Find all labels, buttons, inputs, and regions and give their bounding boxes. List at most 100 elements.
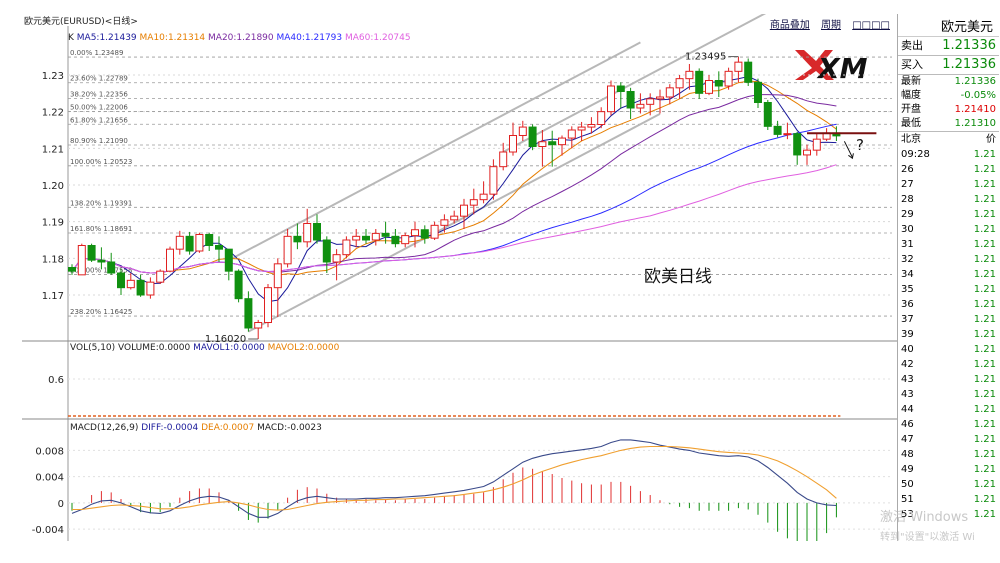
tick-time: 32 [901,254,914,265]
macd-legend-item: DEA:0.0007 [201,423,257,433]
candle-body [117,272,125,289]
tick-time: 49 [901,464,914,475]
tick-row: 43 1.21 [898,372,999,387]
candle-body [107,261,116,274]
candle-body [489,166,498,195]
tick-time: 48 [901,449,914,460]
tick-row: 36 1.21 [898,297,999,312]
candle-body [548,141,557,146]
candle-body [656,96,664,100]
tick-price: 1.21 [973,269,996,280]
tick-time: 46 [901,419,914,430]
tick-price: 1.21 [973,179,996,190]
candle-body [665,87,674,98]
sell-label: 卖出 [901,39,923,52]
price-tick-label: 1.19 [42,218,64,229]
tick-row: 48 1.21 [898,447,999,462]
candle-body [136,279,145,296]
candle-body [773,125,782,135]
buy-row[interactable]: 买入 1.21336 [898,55,999,74]
tick-row: 50 1.21 [898,477,999,492]
toolbar-links: 商品叠加 周期 □□□□ [762,16,890,31]
candle-body [273,263,282,289]
tick-price: 1.21 [973,224,996,235]
tick-row: 46 1.21 [898,417,999,432]
quote-panel: 欧元美元 卖出 1.21336 买入 1.21336 最新 1.21336 幅度 -… [897,14,999,541]
info-row-low: 最低 1.21310 [901,118,996,129]
fib-level-label: 100.00% 1.20523 [70,158,132,166]
tick-price: 1.21 [973,299,996,310]
low-annotation: 1.16020 [205,334,246,345]
candle-body [156,270,165,283]
tick-time: 34 [901,269,914,280]
chart-title: 欧元美元(EURUSD)<日线> [24,15,138,27]
ma-legend-item: K [68,33,77,43]
candle-body [303,223,312,243]
tick-price: 1.21 [973,239,996,250]
down-arrow-head [848,153,854,160]
candle-body [803,149,811,156]
tick-price: 1.21 [973,194,996,205]
candle-body [332,254,341,263]
candle-body [587,124,596,128]
price-chart-svg[interactable]: 欧元美元(EURUSD)<日线> K MA5:1.21439 MA10:1.21… [22,14,897,541]
candle-body [518,126,527,136]
volume-legend-item: MAVOL2:0.0000 [268,343,340,353]
ma-legend-item: MA5:1.21439 [77,33,140,43]
candle-body [450,215,459,221]
tick-row: 43 1.21 [898,387,999,402]
tick-list[interactable]: 09:28 1.21 26 1.21 27 1.21 28 1.21 29 1.21 30 1.21 3… [898,147,999,522]
info-row-last: 最新 1.21336 [901,76,996,87]
tick-time: 40 [901,344,914,355]
tick-row: 32 1.21 [898,252,999,267]
candle-body [538,141,547,147]
period-link[interactable]: 周期 [821,20,842,31]
candle-body [695,70,704,94]
tick-price: 1.21 [973,209,996,220]
price-tick-label: 1.18 [42,254,64,265]
candle-body [567,129,576,139]
sell-row[interactable]: 卖出 1.21336 [898,37,999,55]
tick-time: 43 [901,374,914,385]
fib-level-label: 138.20% 1.19391 [70,199,132,207]
candle-body [175,235,184,250]
tick-row: 37 1.21 [898,312,999,327]
candle-body [215,245,223,250]
candle-body [499,151,508,168]
question-mark: ? [856,136,864,154]
tick-time: 47 [901,434,914,445]
fib-level-label: 238.20% 1.16425 [70,308,132,316]
candle-body [440,219,449,226]
tick-time: 51 [901,494,914,505]
tick-price: 1.21 [973,479,996,490]
toolbar-extra-link[interactable]: □□□□ [852,20,890,31]
tick-price: 1.21 [973,464,996,475]
tick-row: 47 1.21 [898,432,999,447]
candle-body [342,239,351,256]
high-annotation: 1.23495 [685,52,726,63]
candle-body [87,245,96,261]
candle-body [675,78,684,89]
candle-body [646,98,655,105]
price-tick-label: 1.21 [42,144,64,155]
tick-price: 1.21 [973,284,996,295]
tick-row: 30 1.21 [898,222,999,237]
macd-legend: MACD(12,26,9) DIFF:-0.0004 DEA:0.0007 MA… [70,423,322,433]
tick-time: 37 [901,314,914,325]
candle-body [793,133,802,156]
candle-body [224,248,233,272]
ma60-line [71,164,837,274]
candle-body [724,70,733,87]
tick-row: 39 1.21 [898,327,999,342]
candle-body [254,322,263,329]
overlay-link[interactable]: 商品叠加 [769,20,810,31]
tick-row: 42 1.21 [898,357,999,372]
candle-body [597,111,606,125]
macd-diff-line [71,439,837,518]
candle-body [97,259,106,263]
candle-body [166,248,174,272]
tick-price: 1.21 [973,509,996,520]
tick-price: 1.21 [973,434,996,445]
fib-level-label: 200.00% 1.17558 [70,267,132,275]
candle-body [205,234,214,246]
